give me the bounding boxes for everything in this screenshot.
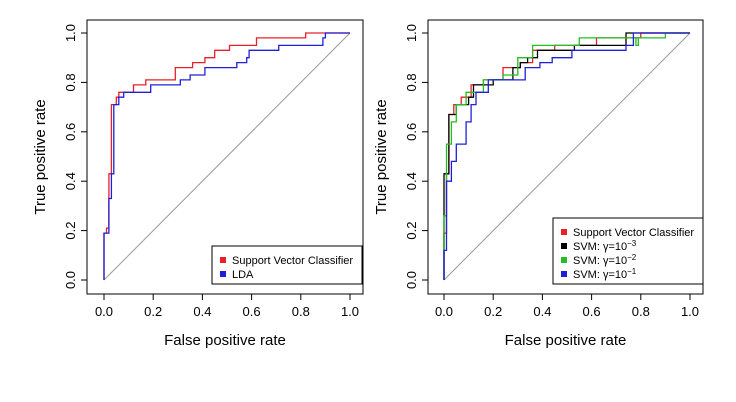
y-tick-label: 1.0 [63, 24, 78, 42]
legend-entry: Support Vector Classifier [573, 227, 694, 239]
legend-entry: Support Vector Classifier [232, 255, 353, 267]
legend-swatch [220, 257, 226, 263]
legend-entry: LDA [232, 269, 254, 281]
x-tick-label: 0.0 [435, 304, 453, 319]
y-tick-label: 0.6 [63, 123, 78, 141]
y-tick-label: 0.2 [63, 222, 78, 240]
x-tick-label: 0.4 [193, 304, 211, 319]
x-tick-label: 0.2 [144, 304, 162, 319]
series-line-1 [103, 32, 350, 280]
y-tick-label: 0.4 [63, 172, 78, 190]
legend-swatch [561, 229, 567, 235]
legend-entry: SVM: γ=10−1 [573, 267, 637, 281]
x-axis-title: False positive rate [164, 332, 286, 349]
legend-entry: SVM: γ=10−3 [573, 239, 637, 253]
y-tick-label: 0.6 [404, 123, 419, 141]
y-tick-label: 0.8 [63, 73, 78, 91]
x-tick-label: 0.8 [632, 304, 650, 319]
legend-box [552, 217, 704, 285]
x-axis-title: False positive rate [505, 332, 627, 349]
x-tick-label: 0.6 [243, 304, 261, 319]
y-axis-title: True positive rate [32, 99, 49, 214]
x-tick-label: 1.0 [681, 304, 699, 319]
x-tick-label: 0.0 [95, 304, 113, 319]
y-tick-label: 0.0 [63, 271, 78, 289]
x-tick-label: 0.8 [292, 304, 310, 319]
x-tick-label: 0.6 [583, 304, 601, 319]
series-line-2 [103, 32, 350, 280]
series-line-4 [443, 32, 690, 280]
x-tick-label: 1.0 [341, 304, 359, 319]
plot-frame [427, 19, 704, 295]
legend-swatch [561, 243, 567, 249]
y-tick-label: 0.8 [404, 73, 419, 91]
x-tick-label: 0.2 [484, 304, 502, 319]
plot-frame [86, 19, 364, 295]
legend-swatch [220, 271, 226, 277]
legend-swatch [561, 257, 567, 263]
diagonal-reference-line [443, 32, 691, 281]
y-tick-label: 1.0 [404, 24, 419, 42]
legend-entry: SVM: γ=10−2 [573, 253, 637, 267]
x-tick-label: 0.4 [533, 304, 551, 319]
legend: Support Vector Classifier LDA [211, 245, 363, 285]
legend-box [211, 245, 363, 285]
y-axis-title: True positive rate [373, 99, 390, 214]
y-tick-label: 0.4 [404, 172, 419, 190]
series-line-3 [443, 32, 690, 280]
diagonal-reference-line [103, 32, 351, 281]
panel-2: 0.0 0.2 0.4 0.6 0.8 1.0 0.0 0.2 0.4 0.6 0.8 1.0 Fals… [373, 19, 704, 349]
y-tick-label: 0.2 [404, 222, 419, 240]
panel-1: 0.0 0.2 0.4 0.6 0.8 1.0 0.0 0.2 0.4 0.6 0.8 1.0 Fals… [32, 19, 364, 349]
y-tick-label: 0.0 [404, 271, 419, 289]
legend-swatch [561, 271, 567, 277]
